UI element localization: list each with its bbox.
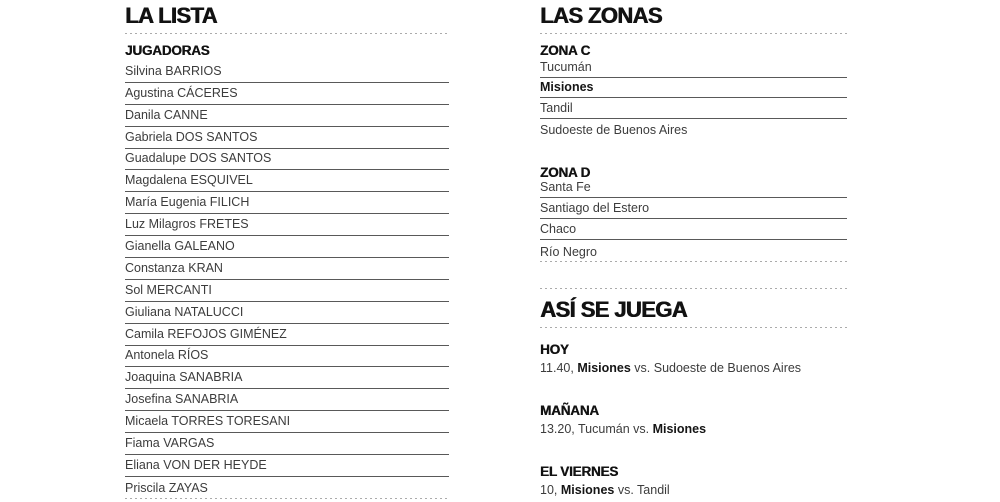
title-rule (125, 33, 449, 34)
schedule-list: HOY 11.40, Misiones vs. Sudoeste de Bueno… (540, 341, 847, 497)
player-row: Guadalupe DOS SANTOS (125, 149, 449, 171)
team-row: Tandil (540, 98, 847, 120)
player-row: Constanza KRAN (125, 258, 449, 280)
player-row: Silvina BARRIOS (125, 61, 449, 83)
player-row: Giuliana NATALUCCI (125, 302, 449, 324)
match-day-heading: EL VIERNES (540, 463, 619, 479)
player-row: Micaela TORRES TORESANI (125, 411, 449, 434)
team-row: Río Negro (540, 240, 847, 262)
match-team-highlight: Misiones (560, 482, 615, 497)
player-row: Joaquina SANABRIA (125, 367, 449, 390)
schedule-title: ASÍ SE JUEGA (540, 296, 687, 322)
player-row: Josefina SANABRIA (125, 389, 449, 412)
zone-c-heading: ZONA C (540, 43, 591, 58)
match-team-highlight: Misiones (577, 360, 631, 375)
player-row: Camila REFOJOS GIMÉNEZ (125, 324, 449, 346)
match-day-heading: HOY (540, 341, 569, 357)
match-line: 10, Misiones vs. Tandil (540, 482, 847, 497)
match-text: vs. Tandil (614, 482, 670, 497)
list-title: LA LISTA (125, 3, 217, 28)
match-text: 10, (540, 482, 561, 497)
match-text: vs. Sudoeste de Buenos Aires (630, 360, 802, 375)
zones-title: LAS ZONAS (540, 3, 662, 28)
match-block: EL VIERNES 10, Misiones vs. Tandil (540, 463, 847, 497)
player-row: Sol MERCANTI (125, 280, 449, 302)
players-column: LA LISTA JUGADORAS Silvina BARRIOS Agusti… (125, 0, 449, 499)
schedule-title-rule (540, 326, 847, 328)
player-row: Antonela RÍOS (125, 346, 449, 368)
player-row: Magdalena ESQUIVEL (125, 170, 449, 193)
team-row: Santiago del Estero (540, 198, 847, 220)
zone-d-section: ZONA D Santa Fe Santiago del Estero Chaco R… (540, 166, 847, 262)
schedule-top-rule (540, 287, 847, 289)
player-row: Eliana VON DER HEYDE (125, 455, 449, 477)
zone-d-heading: ZONA D (540, 164, 591, 180)
player-row: Agustina CÁCERES (125, 83, 449, 105)
match-team-highlight: Misiones (652, 421, 707, 436)
zones-title-rule (540, 33, 847, 34)
match-text: 11.40, (540, 360, 578, 375)
match-block: MAÑANA 13.20, Tucumán vs. Misiones (540, 402, 847, 436)
team-row: Misiones (540, 78, 847, 99)
match-day-heading: MAÑANA (540, 402, 599, 418)
zones-and-schedule-column: LAS ZONAS ZONA C Tucumán Misiones Tandil Su… (540, 0, 847, 497)
player-row: Gianella GALEANO (125, 236, 449, 259)
zone-c-section: ZONA C Tucumán Misiones Tandil Sudoeste de … (540, 44, 847, 140)
team-row: Tucumán (540, 57, 847, 78)
zone-d-team-list: Santa Fe Santiago del Estero Chaco Río Negr… (540, 177, 847, 262)
player-row: Gabriela DOS SANTOS (125, 127, 449, 149)
players-heading: JUGADORAS (125, 43, 210, 58)
match-line: 11.40, Misiones vs. Sudoeste de Buenos A… (540, 360, 847, 375)
match-text: 13.20, Tucumán vs. (540, 421, 653, 436)
player-row: Priscila ZAYAS (125, 476, 449, 499)
team-row: Chaco (540, 219, 847, 241)
player-row: Fiama VARGAS (125, 433, 449, 456)
match-line: 13.20, Tucumán vs. Misiones (540, 421, 847, 436)
team-row: Santa Fe (540, 177, 847, 198)
players-list: Silvina BARRIOS Agustina CÁCERES Danila CA… (125, 61, 449, 499)
player-row: Luz Milagros FRETES (125, 214, 449, 237)
match-block: HOY 11.40, Misiones vs. Sudoeste de Bueno… (540, 341, 847, 375)
team-row: Sudoeste de Buenos Aires (540, 122, 688, 137)
zone-c-team-list: Tucumán Misiones Tandil Sudoeste de Buenos … (540, 57, 847, 140)
player-row: María Eugenia FILICH (125, 192, 449, 215)
player-row: Danila CANNE (125, 105, 449, 127)
